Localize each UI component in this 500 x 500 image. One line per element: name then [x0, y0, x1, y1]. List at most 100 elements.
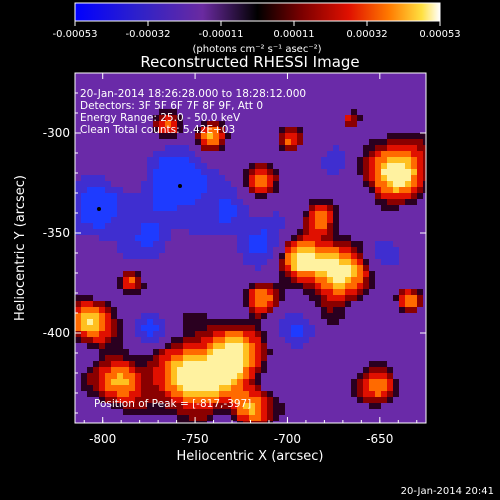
heatmap-cell — [135, 319, 142, 326]
heatmap-cell — [231, 145, 238, 152]
heatmap-cell — [189, 121, 196, 128]
heatmap-cell — [417, 415, 424, 422]
heatmap-cell — [105, 337, 112, 344]
heatmap-cell — [327, 121, 334, 128]
heatmap-cell — [165, 187, 172, 194]
heatmap-cell — [417, 241, 424, 248]
heatmap-cell — [111, 289, 118, 296]
heatmap-cell — [123, 127, 130, 134]
heatmap-cell — [243, 265, 250, 272]
heatmap-cell — [165, 331, 172, 338]
heatmap-cell — [117, 421, 124, 423]
heatmap-cell — [213, 367, 220, 374]
heatmap-cell — [297, 253, 304, 260]
heatmap-cell — [231, 211, 238, 218]
heatmap-cell — [243, 367, 250, 374]
heatmap-cell — [111, 421, 118, 423]
heatmap-cell — [339, 157, 346, 164]
heatmap-cell — [375, 199, 382, 206]
heatmap-cell — [81, 145, 88, 152]
heatmap-cell — [195, 157, 202, 164]
heatmap-cell — [411, 289, 418, 296]
heatmap-cell — [405, 379, 412, 386]
heatmap-cell — [327, 139, 334, 146]
heatmap-cell — [327, 283, 334, 290]
heatmap-cell — [375, 379, 382, 386]
heatmap-cell — [189, 253, 196, 260]
heatmap-cell — [207, 295, 214, 302]
heatmap-cell — [129, 313, 136, 320]
heatmap-cell — [237, 253, 244, 260]
heatmap-cell — [225, 133, 232, 140]
heatmap-cell — [201, 193, 208, 200]
heatmap-cell — [291, 415, 298, 422]
heatmap-cell — [327, 211, 334, 218]
heatmap-cell — [327, 307, 334, 314]
heatmap-cell — [279, 223, 286, 230]
heatmap-cell — [87, 295, 94, 302]
heatmap-cell — [291, 211, 298, 218]
heatmap-cell — [177, 109, 184, 116]
heatmap-cell — [99, 289, 106, 296]
heatmap-cell — [177, 313, 184, 320]
heatmap-cell — [387, 271, 394, 278]
heatmap-cell — [357, 397, 364, 404]
heatmap-cell — [105, 301, 112, 308]
heatmap-cell — [159, 343, 166, 350]
heatmap-cell — [105, 103, 112, 110]
heatmap-cell — [171, 109, 178, 116]
heatmap-cell — [141, 415, 148, 422]
heatmap-cell — [327, 79, 334, 86]
heatmap-cell — [213, 259, 220, 266]
heatmap-cell — [147, 97, 154, 104]
heatmap-cell — [201, 229, 208, 236]
heatmap-cell — [411, 223, 418, 230]
heatmap-cell — [207, 79, 214, 86]
heatmap-cell — [351, 121, 358, 128]
heatmap-cell — [195, 247, 202, 254]
heatmap-cell — [201, 295, 208, 302]
heatmap-cell — [105, 97, 112, 104]
heatmap-cell — [111, 133, 118, 140]
heatmap-cell — [297, 217, 304, 224]
heatmap-cell — [411, 361, 418, 368]
heatmap-cell — [255, 91, 262, 98]
heatmap-cell — [309, 175, 316, 182]
heatmap-cell — [105, 325, 112, 332]
heatmap-cell — [195, 319, 202, 326]
heatmap-cell — [135, 85, 142, 92]
heatmap-cell — [207, 391, 214, 398]
heatmap-cell — [417, 199, 424, 206]
heatmap-cell — [381, 199, 388, 206]
heatmap-cell — [351, 397, 358, 404]
heatmap-cell — [345, 319, 352, 326]
heatmap-cell — [93, 271, 100, 278]
heatmap-cell — [267, 409, 274, 416]
heatmap-cell — [375, 73, 382, 80]
heatmap-cell — [273, 79, 280, 86]
heatmap-cell — [243, 355, 250, 362]
heatmap-cell — [81, 283, 88, 290]
heatmap-cell — [291, 133, 298, 140]
heatmap-cell — [327, 319, 334, 326]
heatmap-cell — [237, 397, 244, 404]
heatmap-cell — [375, 313, 382, 320]
heatmap-cell — [141, 139, 148, 146]
heatmap-cell — [261, 307, 268, 314]
heatmap-cell — [75, 85, 82, 92]
heatmap-cell — [141, 127, 148, 134]
heatmap-cell — [285, 97, 292, 104]
heatmap-cell — [321, 175, 328, 182]
heatmap-cell — [87, 229, 94, 236]
heatmap-cell — [81, 223, 88, 230]
heatmap-cell — [213, 169, 220, 176]
heatmap-cell — [303, 157, 310, 164]
heatmap-cell — [273, 265, 280, 272]
heatmap-cell — [309, 103, 316, 110]
heatmap-cell — [387, 403, 394, 410]
heatmap-cell — [273, 283, 280, 290]
heatmap-cell — [357, 373, 364, 380]
heatmap-cell — [201, 385, 208, 392]
heatmap-cell — [273, 151, 280, 158]
heatmap-cell — [231, 337, 238, 344]
